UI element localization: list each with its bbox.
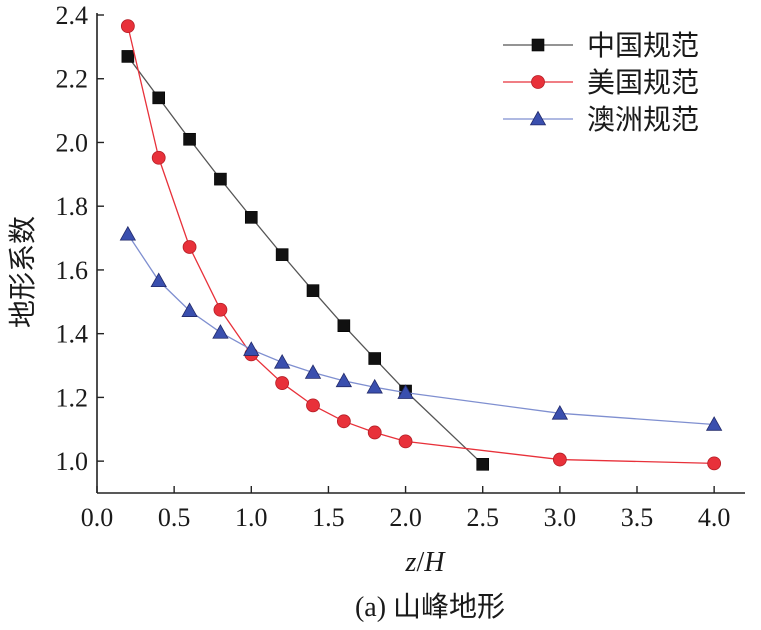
series-3-point-triangle-marker: [335, 372, 353, 388]
y-tick-label: 1.8: [56, 192, 89, 221]
series-2-line: [127, 26, 715, 465]
x-tick-label: 2.0: [389, 503, 422, 532]
figure-caption: (a) 山峰地形: [355, 591, 505, 623]
series-3-point-triangle-marker: [366, 378, 383, 394]
series-2-point-circle-marker: [552, 452, 567, 467]
y-axis-ticks: 1.0 1.2 1.4 1.6 1.8 2.0 2.2 2.4: [56, 1, 104, 476]
series-3-point-triangle-marker: [304, 364, 322, 379]
y-tick-label: 2.4: [56, 1, 89, 30]
series-2-point-circle-marker: [213, 302, 228, 317]
series-3-point-triangle-marker: [243, 341, 260, 356]
series-1-point-square-marker: [275, 248, 289, 261]
series-3-point-triangle-marker: [705, 416, 723, 431]
series-1-point-square-marker: [368, 352, 382, 365]
legend-label: 中国规范: [587, 29, 699, 62]
series-2-point-circle-marker: [398, 434, 413, 449]
x-tick-label: 0.5: [158, 503, 191, 532]
series-2-point-circle-marker: [306, 398, 320, 413]
series-1-point-square-marker: [337, 319, 351, 333]
x-tick-label: 0.0: [81, 503, 114, 532]
y-tick-label: 1.6: [56, 256, 89, 285]
series-2-point-circle-marker: [151, 150, 166, 165]
series-3-point-triangle-marker: [273, 354, 291, 369]
legend-triangle-marker: [529, 110, 547, 126]
x-tick-label: 1.0: [235, 503, 268, 532]
series-group: [119, 19, 723, 471]
legend-label: 澳洲规范: [587, 103, 699, 136]
x-tick-label: 4.0: [698, 503, 731, 532]
y-axis-label: 地形系数: [7, 216, 39, 328]
x-tick-label: 3.0: [544, 503, 577, 532]
x-tick-label: 1.5: [312, 503, 345, 532]
x-axis-ticks: 0.0 0.5 1.0 1.5 2.0 2.5 3.0 3.5 4.0: [81, 486, 731, 532]
x-tick-label: 2.5: [466, 503, 499, 532]
y-tick-label: 1.4: [56, 320, 89, 349]
series-3-point-triangle-marker: [212, 324, 229, 339]
series-3-point-triangle-marker: [150, 272, 167, 288]
legend-circle-marker: [531, 75, 545, 89]
y-tick-label: 1.0: [56, 447, 89, 476]
series-1-point-square-marker: [183, 132, 196, 146]
y-tick-label: 2.2: [56, 65, 89, 94]
series-3-line: [127, 233, 715, 426]
series-1: [121, 50, 490, 471]
series-2-point-circle-marker: [182, 240, 197, 254]
series-1-point-square-marker: [306, 284, 320, 297]
series-1-point-square-marker: [244, 211, 258, 224]
legend-square-marker: [531, 38, 545, 52]
series-2-point-circle-marker: [707, 456, 722, 471]
series-2-point-circle-marker: [367, 425, 382, 440]
series-1-line: [127, 56, 484, 465]
x-axis-label: z/H: [405, 547, 447, 578]
series-2-point-circle-marker: [275, 376, 290, 390]
x-tick-label: 3.5: [621, 503, 654, 532]
legend-label: 美国规范: [587, 66, 699, 99]
y-tick-label: 1.2: [56, 383, 89, 412]
series-3-point-triangle-marker: [181, 302, 198, 317]
y-tick-label: 2.0: [56, 128, 89, 157]
series-3-point-triangle-marker: [397, 384, 414, 399]
series-2-point-circle-marker: [336, 414, 351, 429]
series-1-point-square-marker: [476, 458, 490, 471]
series-2-point-circle-marker: [120, 19, 135, 34]
series-3-point-triangle-marker: [551, 405, 569, 420]
series-3-point-triangle-marker: [119, 225, 137, 241]
series-1-point-square-marker: [121, 50, 135, 63]
series-3: [119, 225, 723, 431]
series-1-point-square-marker: [214, 172, 227, 186]
series-1-point-square-marker: [152, 91, 166, 105]
